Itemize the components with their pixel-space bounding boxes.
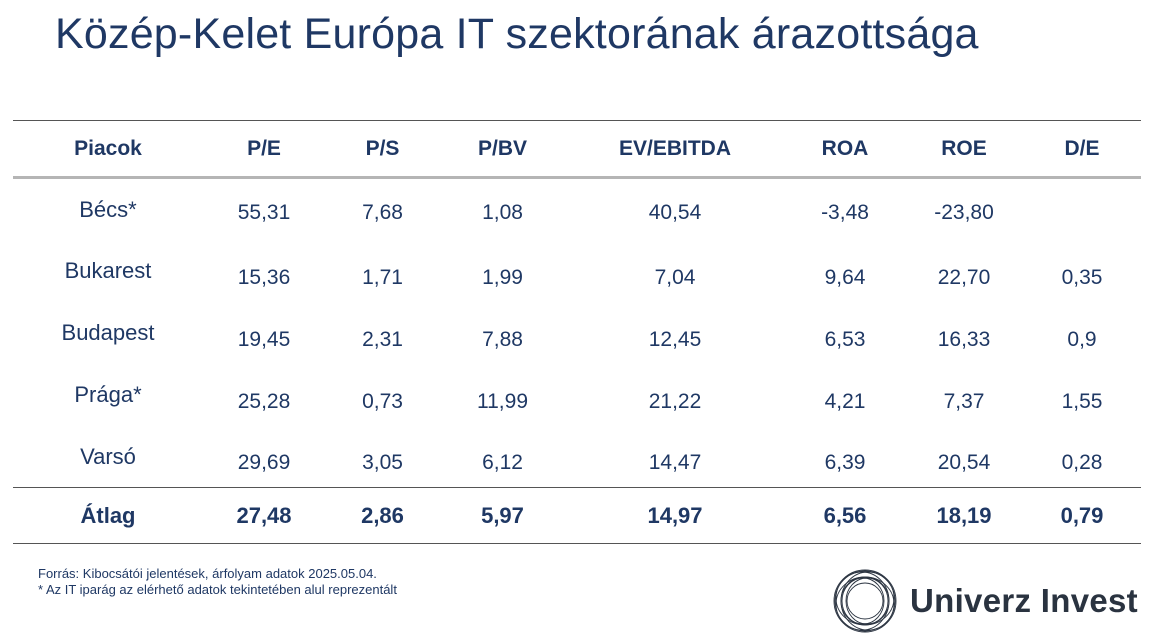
pbv-cell: 11,99 (477, 389, 528, 413)
average-ps: 2,86 (325, 487, 440, 544)
pbv-cell: 1,08 (482, 201, 523, 224)
table-row: Bukarest 15,36 1,71 1,99 7,04 9,64 22,70… (13, 240, 1141, 302)
table-row: Prága* 25,28 0,73 11,99 21,22 4,21 7,37 … (13, 364, 1141, 426)
ps-cell: 3,05 (362, 451, 403, 474)
table-row: Budapest 19,45 2,31 7,88 12,45 6,53 16,3… (13, 302, 1141, 364)
roe-cell: 20,54 (937, 451, 991, 474)
market-name: Prága* (74, 381, 142, 407)
concentric-circles-logo-icon (833, 569, 897, 633)
pbv-cell: 7,88 (482, 327, 523, 351)
ev-ebitda-cell: 14,47 (648, 451, 702, 474)
average-roe: 18,19 (905, 487, 1023, 544)
roa-cell: 6,39 (824, 451, 866, 474)
roe-cell: 16,33 (937, 327, 991, 351)
de-cell (1023, 178, 1141, 240)
valuation-table-container: Piacok P/E P/S P/BV EV/EBITDA ROA ROE D/… (13, 120, 1141, 544)
header-roa: ROA (785, 120, 905, 179)
pbv-cell: 1,99 (482, 265, 523, 289)
de-cell: 1,55 (1061, 389, 1103, 413)
average-ev-ebitda: 14,97 (565, 487, 785, 544)
pe-cell: 19,45 (237, 327, 291, 351)
de-cell: 0,28 (1061, 451, 1103, 474)
pe-cell: 55,31 (237, 201, 291, 224)
de-cell: 0,35 (1061, 265, 1103, 289)
source-note: Forrás: Kibocsátói jelentések, árfolyam … (38, 566, 377, 581)
pbv-cell: 6,12 (482, 451, 523, 474)
ev-ebitda-cell: 12,45 (648, 327, 702, 351)
ps-cell: 7,68 (362, 201, 403, 224)
pe-cell: 29,69 (237, 451, 291, 474)
table-row: Bécs* 55,31 7,68 1,08 40,54 -3,48 -23,80 (13, 178, 1141, 240)
source-notes: Forrás: Kibocsátói jelentések, árfolyam … (38, 566, 397, 598)
page-title: Közép-Kelet Európa IT szektorának árazot… (55, 10, 979, 58)
header-markets: Piacok (13, 120, 203, 179)
ev-ebitda-cell: 40,54 (648, 201, 702, 224)
pe-cell: 25,28 (237, 389, 291, 413)
average-de: 0,79 (1023, 487, 1141, 544)
average-roa: 6,56 (785, 487, 905, 544)
ev-ebitda-cell: 21,22 (648, 389, 702, 413)
header-roe: ROE (905, 120, 1023, 179)
market-name: Budapest (61, 319, 155, 345)
market-name: Varsó (80, 443, 136, 469)
pe-cell: 15,36 (237, 265, 291, 289)
footnote: * Az IT iparág az elérhető adatok tekint… (38, 582, 397, 597)
market-name: Bécs* (79, 197, 137, 222)
average-pbv: 5,97 (440, 487, 565, 544)
valuation-table: Piacok P/E P/S P/BV EV/EBITDA ROA ROE D/… (13, 120, 1141, 544)
average-label: Átlag (13, 487, 203, 544)
logo-text: Univerz Invest (910, 582, 1138, 619)
roa-cell: -3,48 (821, 201, 869, 224)
header-ev-ebitda: EV/EBITDA (565, 120, 785, 179)
header-pbv: P/BV (440, 120, 565, 179)
header-de: D/E (1023, 120, 1141, 179)
average-pe: 27,48 (203, 487, 325, 544)
roe-cell: -23,80 (934, 201, 994, 224)
ev-ebitda-cell: 7,04 (654, 265, 696, 289)
table-row: Varsó 29,69 3,05 6,12 14,47 6,39 20,54 0… (13, 426, 1141, 488)
roa-cell: 6,53 (824, 327, 866, 351)
roa-cell: 9,64 (824, 265, 866, 289)
univerz-invest-logo: Univerz Invest (832, 568, 1142, 638)
roa-cell: 4,21 (824, 389, 866, 413)
ps-cell: 0,73 (362, 389, 403, 413)
market-name: Bukarest (64, 257, 152, 283)
roe-cell: 7,37 (943, 389, 985, 413)
de-cell: 0,9 (1067, 327, 1097, 351)
average-row: Átlag 27,48 2,86 5,97 14,97 6,56 18,19 0… (13, 487, 1141, 544)
header-pe: P/E (203, 120, 325, 179)
header-ps: P/S (325, 120, 440, 179)
ps-cell: 1,71 (362, 265, 403, 289)
table-header-row: Piacok P/E P/S P/BV EV/EBITDA ROA ROE D/… (13, 120, 1141, 179)
ps-cell: 2,31 (362, 327, 403, 351)
roe-cell: 22,70 (937, 265, 991, 289)
